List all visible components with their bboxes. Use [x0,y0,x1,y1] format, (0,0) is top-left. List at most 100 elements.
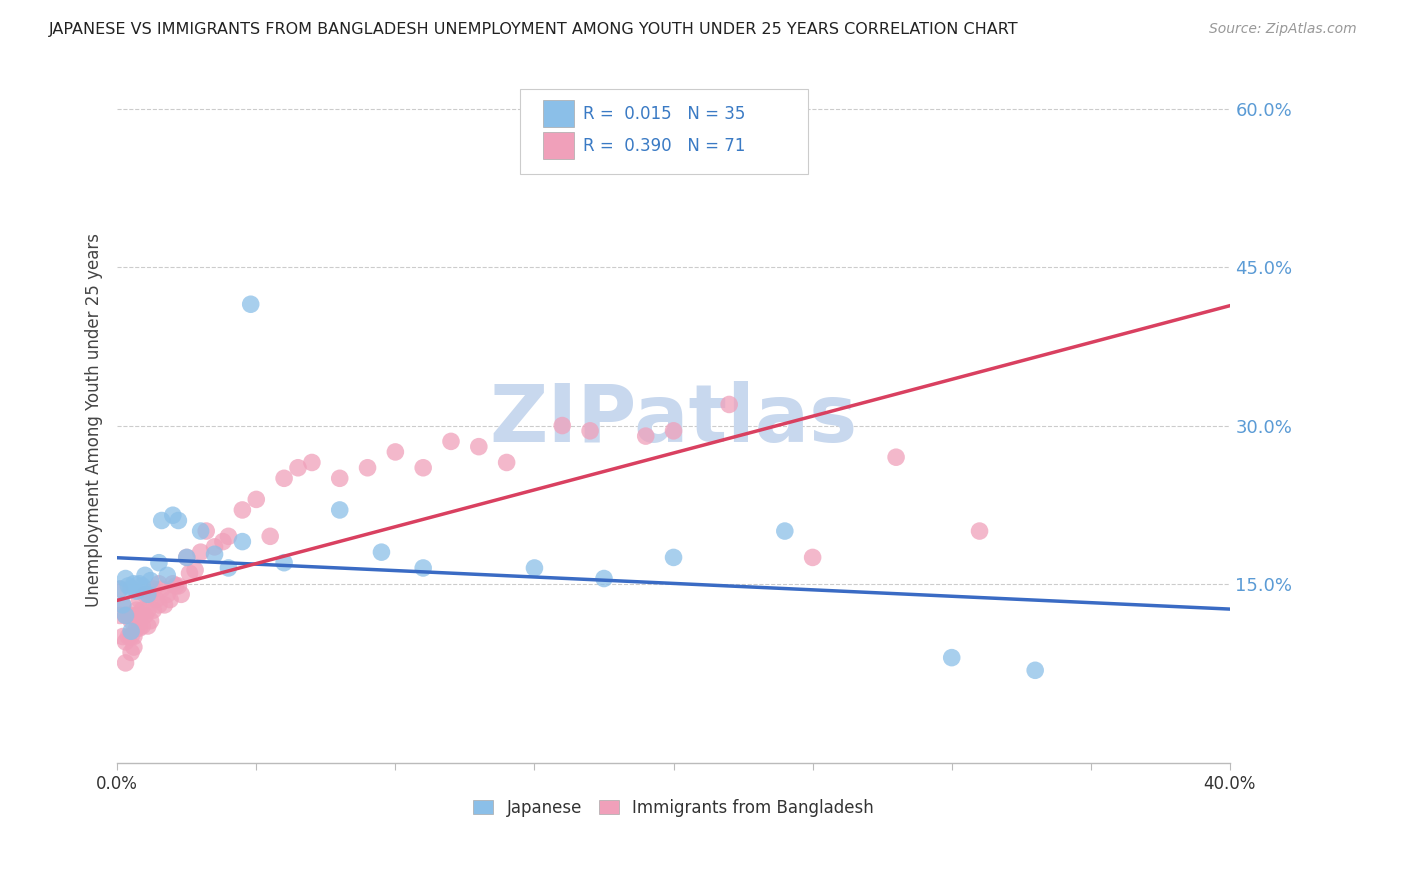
Point [142,603,165,617]
Point [114,572,136,586]
Point [239,297,262,311]
Point [156,587,179,601]
Point [114,608,136,623]
Point [125,621,148,635]
Point [139,574,162,588]
Point [120,614,142,628]
Point [148,598,170,612]
Point [148,576,170,591]
Point [287,460,309,475]
Text: JAPANESE VS IMMIGRANTS FROM BANGLADESH UNEMPLOYMENT AMONG YOUTH UNDER 25 YEARS C: JAPANESE VS IMMIGRANTS FROM BANGLADESH U… [49,22,1019,37]
Point [204,540,226,554]
Point [125,608,148,623]
Point [170,587,193,601]
Point [139,614,162,628]
Point [301,455,323,469]
Point [156,568,179,582]
Point [136,619,159,633]
Point [217,529,239,543]
Point [162,508,184,523]
Point [412,460,434,475]
Point [204,547,226,561]
Point [120,624,142,639]
Point [153,598,176,612]
Point [128,576,150,591]
Point [122,576,145,591]
Point [176,550,198,565]
Point [551,418,574,433]
Point [150,582,173,596]
Point [136,587,159,601]
Point [179,566,201,581]
Point [134,608,156,623]
Point [190,524,212,538]
Point [495,455,517,469]
Point [167,579,190,593]
Point [1024,663,1046,677]
Point [136,603,159,617]
Point [162,576,184,591]
Point [412,561,434,575]
Text: R =  0.015   N = 35: R = 0.015 N = 35 [583,104,745,123]
Point [108,582,131,596]
Point [523,561,546,575]
Point [801,550,824,565]
Point [190,545,212,559]
Point [593,572,616,586]
Point [131,619,153,633]
Point [128,592,150,607]
Point [245,492,267,507]
Point [128,621,150,635]
Point [773,524,796,538]
Point [108,582,131,596]
Point [120,645,142,659]
Point [125,584,148,599]
Point [148,556,170,570]
Point [142,582,165,596]
Point [131,579,153,593]
Point [356,460,378,475]
Y-axis label: Unemployment Among Youth under 25 years: Unemployment Among Youth under 25 years [86,234,103,607]
Point [114,635,136,649]
Point [195,524,218,538]
Point [125,603,148,617]
Point [273,471,295,485]
Point [176,550,198,565]
Point [134,568,156,582]
Point [111,598,134,612]
Point [117,630,139,644]
Point [231,503,253,517]
Point [134,587,156,601]
Point [165,579,187,593]
Point [114,608,136,623]
Point [440,434,463,449]
Point [329,503,352,517]
Point [159,592,181,607]
Point [468,440,491,454]
Point [718,397,741,411]
Point [941,650,963,665]
Point [969,524,991,538]
Point [122,640,145,654]
Point [128,614,150,628]
Point [131,603,153,617]
Point [122,630,145,644]
Point [117,579,139,593]
Point [217,561,239,575]
Point [212,534,235,549]
Point [111,598,134,612]
Point [579,424,602,438]
Text: R =  0.390   N = 71: R = 0.390 N = 71 [583,136,745,154]
Point [662,424,685,438]
Point [634,429,657,443]
Point [139,587,162,601]
Point [145,592,167,607]
Point [167,514,190,528]
Point [384,445,406,459]
Point [259,529,281,543]
Point [120,630,142,644]
Point [329,471,352,485]
Point [114,656,136,670]
Text: Source: ZipAtlas.com: Source: ZipAtlas.com [1209,22,1357,37]
Point [117,608,139,623]
